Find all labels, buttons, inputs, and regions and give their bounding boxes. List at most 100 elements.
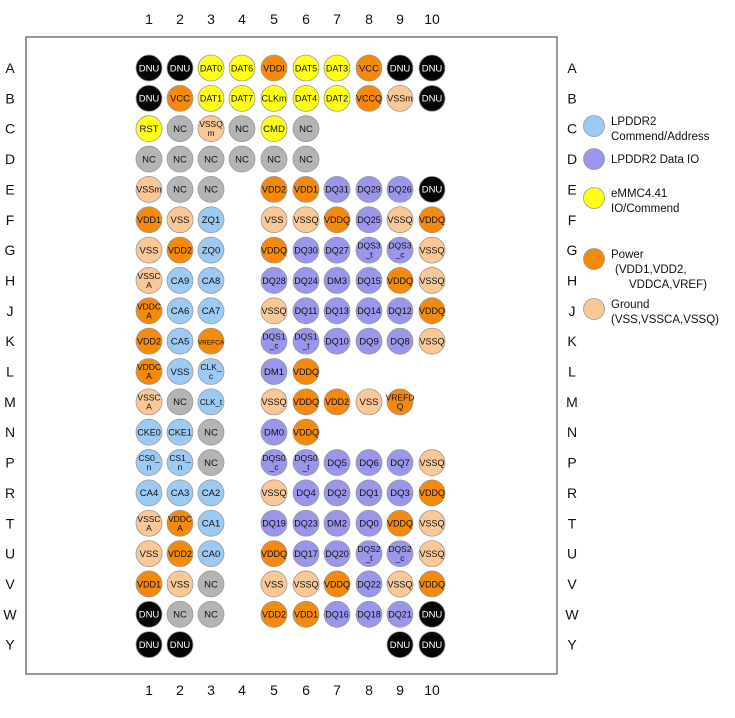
ball-label: VSSQ (293, 215, 318, 225)
ball-circle (418, 297, 446, 325)
ball-R5: VSSQ (260, 479, 288, 507)
ball-circle (323, 84, 351, 112)
ball-J3: CA7 (197, 297, 225, 325)
ball-circle (323, 509, 351, 537)
ball-Y2: DNU (166, 631, 194, 659)
ball-circle (386, 175, 414, 203)
column-labels-bottom: 1 2 3 4 5 6 7 8 9 10 (145, 682, 440, 698)
ball-circle (323, 54, 351, 82)
ball-A2: DNU (166, 54, 194, 82)
column-label: 9 (396, 11, 404, 27)
ball-label: VDD2 (262, 610, 286, 620)
ball-label: DNU (422, 610, 443, 621)
ball-U2: VDD2 (166, 540, 194, 567)
ball-E5: VDD2 (260, 175, 288, 203)
ball-H9: VDDQ (386, 267, 414, 294)
ball-circle (260, 145, 288, 173)
ball-circle (228, 84, 256, 112)
ball-circle (135, 509, 163, 537)
ball-E3: NC (197, 175, 225, 203)
ball-label: DQ25 (357, 215, 381, 225)
ball-circle (292, 418, 320, 446)
ball-F3: ZQ1 (197, 206, 225, 234)
ball-circle (260, 267, 288, 294)
ball-circle (323, 449, 351, 476)
row-label: E (5, 181, 14, 197)
ball-B9: VSSm (386, 84, 414, 112)
ball-D3: NC (197, 145, 225, 173)
ball-label: VDDQ (324, 579, 350, 589)
ball-K2: CA5 (166, 327, 194, 355)
ball-circle (166, 236, 194, 264)
column-label: 5 (270, 682, 278, 698)
ball-circle (323, 175, 351, 203)
ball-circle (355, 509, 383, 537)
ball-label: CA8 (202, 276, 220, 287)
column-label: 1 (145, 11, 153, 27)
ball-G8: DQS3 _t (355, 236, 383, 264)
ball-F1: VDD1 (135, 206, 163, 234)
column-label: 8 (365, 682, 373, 698)
ball-label: VSS (170, 367, 189, 378)
ball-B7: DAT2 (323, 84, 351, 112)
ball-T3: CA1 (197, 509, 225, 537)
ball-circle (355, 570, 383, 598)
ball-label: VDDQ (293, 428, 319, 438)
ball-R1: CA4 (135, 479, 163, 507)
ball-label: VDD2 (137, 336, 161, 346)
ball-label: VSSQ (419, 549, 444, 559)
ball-label: CA7 (202, 306, 220, 317)
ball-circle (135, 540, 163, 567)
ball-circle (166, 540, 194, 567)
ball-circle (260, 175, 288, 203)
ball-label: VSS (170, 579, 189, 590)
ball-M7: VDD2 (323, 388, 351, 416)
legend-item-dq: LPDDR2 Data IO (583, 148, 699, 170)
ball-circle (386, 540, 414, 567)
ball-label: CLK_ c (200, 362, 222, 381)
ball-N3: NC (197, 418, 225, 446)
ball-label: VSSm (136, 185, 162, 195)
row-label: P (5, 455, 14, 471)
ball-circle (292, 449, 320, 476)
ball-label: VDDQ (261, 549, 287, 559)
ball-circle (197, 358, 225, 385)
ball-label: DQ9 (359, 336, 379, 347)
ball-label: VSSQ (419, 276, 444, 286)
row-label: N (567, 424, 577, 440)
ball-circle (292, 570, 320, 598)
ball-Y9: DNU (386, 631, 414, 659)
ball-circle (386, 388, 414, 416)
ball-K8: DQ9 (355, 327, 383, 355)
ball-label: DQ14 (357, 306, 381, 316)
ball-B2: VCC (166, 84, 194, 112)
ball-circle (323, 206, 351, 234)
column-label: 8 (365, 11, 373, 27)
ball-U10: VSSQ (418, 540, 446, 567)
ball-circle (260, 509, 288, 537)
ball-label: DNU (139, 610, 160, 621)
ball-label: DQS3 _c (388, 241, 411, 260)
ball-label: VDD1 (294, 610, 318, 620)
ball-L2: VSS (166, 358, 194, 385)
ball-circle (418, 84, 446, 112)
ball-V9: VSSQ (386, 570, 414, 598)
ball-label: CA2 (202, 488, 220, 499)
ball-circle (166, 631, 194, 659)
ball-circle (197, 84, 225, 112)
column-label: 6 (302, 682, 310, 698)
ball-circle (418, 570, 446, 598)
ball-circle (418, 267, 446, 294)
ball-circle (260, 600, 288, 628)
ball-label: ZQ1 (202, 215, 220, 226)
ball-L5: DM1 (260, 358, 288, 385)
ball-E1: VSSm (135, 175, 163, 203)
ball-label: DQ13 (325, 306, 349, 316)
ball-label: VCC (170, 94, 190, 105)
ball-M3: CLK_t (197, 388, 225, 416)
ball-T9: VDDQ (386, 509, 414, 537)
row-label: C (567, 121, 577, 137)
ball-circle (323, 600, 351, 628)
ball-circle (197, 145, 225, 173)
ball-label: DQ3 (390, 488, 410, 499)
